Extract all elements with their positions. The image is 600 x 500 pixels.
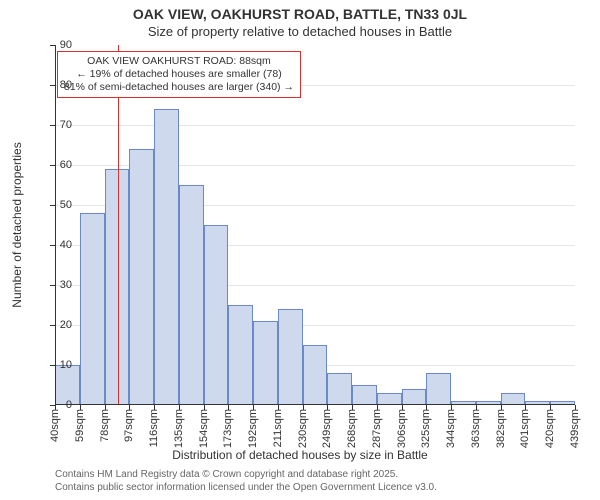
chart-title: OAK VIEW, OAKHURST ROAD, BATTLE, TN33 0J…: [0, 6, 600, 22]
axis-frame: [55, 45, 575, 405]
ytick-label: 60: [42, 159, 72, 171]
xtick-label: 59sqm: [74, 409, 86, 442]
xtick-label: 325sqm: [420, 409, 432, 448]
xtick-label: 363sqm: [470, 409, 482, 448]
xtick-label: 287sqm: [371, 409, 383, 448]
xtick-label: 230sqm: [297, 409, 309, 448]
footer-line-2: Contains public sector information licen…: [55, 481, 437, 494]
xtick-label: 173sqm: [222, 409, 234, 448]
xtick-label: 401sqm: [519, 409, 531, 448]
ytick-label: 70: [42, 119, 72, 131]
xtick-label: 211sqm: [272, 409, 284, 447]
annotation-line: OAK VIEW OAKHURST ROAD: 88sqm: [64, 55, 294, 68]
ytick-label: 30: [42, 279, 72, 291]
xtick-label: 382sqm: [495, 409, 507, 448]
ytick-label: 90: [42, 39, 72, 51]
xtick-label: 135sqm: [173, 409, 185, 448]
xtick-label: 116sqm: [148, 409, 160, 447]
plot-area: 40sqm59sqm78sqm97sqm116sqm135sqm154sqm17…: [55, 45, 575, 405]
annotation-line: 81% of semi-detached houses are larger (…: [64, 81, 294, 94]
ytick-label: 80: [42, 79, 72, 91]
xtick-label: 154sqm: [198, 409, 210, 448]
y-axis-label: Number of detached properties: [10, 142, 24, 307]
ytick-label: 0: [42, 399, 72, 411]
xtick-label: 78sqm: [99, 409, 111, 442]
xtick-label: 40sqm: [49, 409, 61, 442]
ytick-label: 20: [42, 319, 72, 331]
xtick-label: 249sqm: [321, 409, 333, 448]
footer-text: Contains HM Land Registry data © Crown c…: [55, 468, 437, 494]
ytick-label: 50: [42, 199, 72, 211]
xtick-label: 306sqm: [396, 409, 408, 448]
xtick-label: 439sqm: [569, 409, 581, 448]
xtick-label: 97sqm: [123, 409, 135, 442]
xtick-label: 344sqm: [445, 409, 457, 448]
ytick-label: 40: [42, 239, 72, 251]
footer-line-1: Contains HM Land Registry data © Crown c…: [55, 468, 437, 481]
annotation-line: ← 19% of detached houses are smaller (78…: [64, 68, 294, 81]
chart-container: OAK VIEW, OAKHURST ROAD, BATTLE, TN33 0J…: [0, 0, 600, 500]
chart-subtitle: Size of property relative to detached ho…: [0, 24, 600, 39]
annotation-box: OAK VIEW OAKHURST ROAD: 88sqm← 19% of de…: [57, 51, 301, 98]
xtick-label: 420sqm: [544, 409, 556, 448]
ytick-label: 10: [42, 359, 72, 371]
xtick-label: 192sqm: [247, 409, 259, 448]
x-axis-label: Distribution of detached houses by size …: [0, 448, 600, 462]
xtick-label: 268sqm: [346, 409, 358, 448]
